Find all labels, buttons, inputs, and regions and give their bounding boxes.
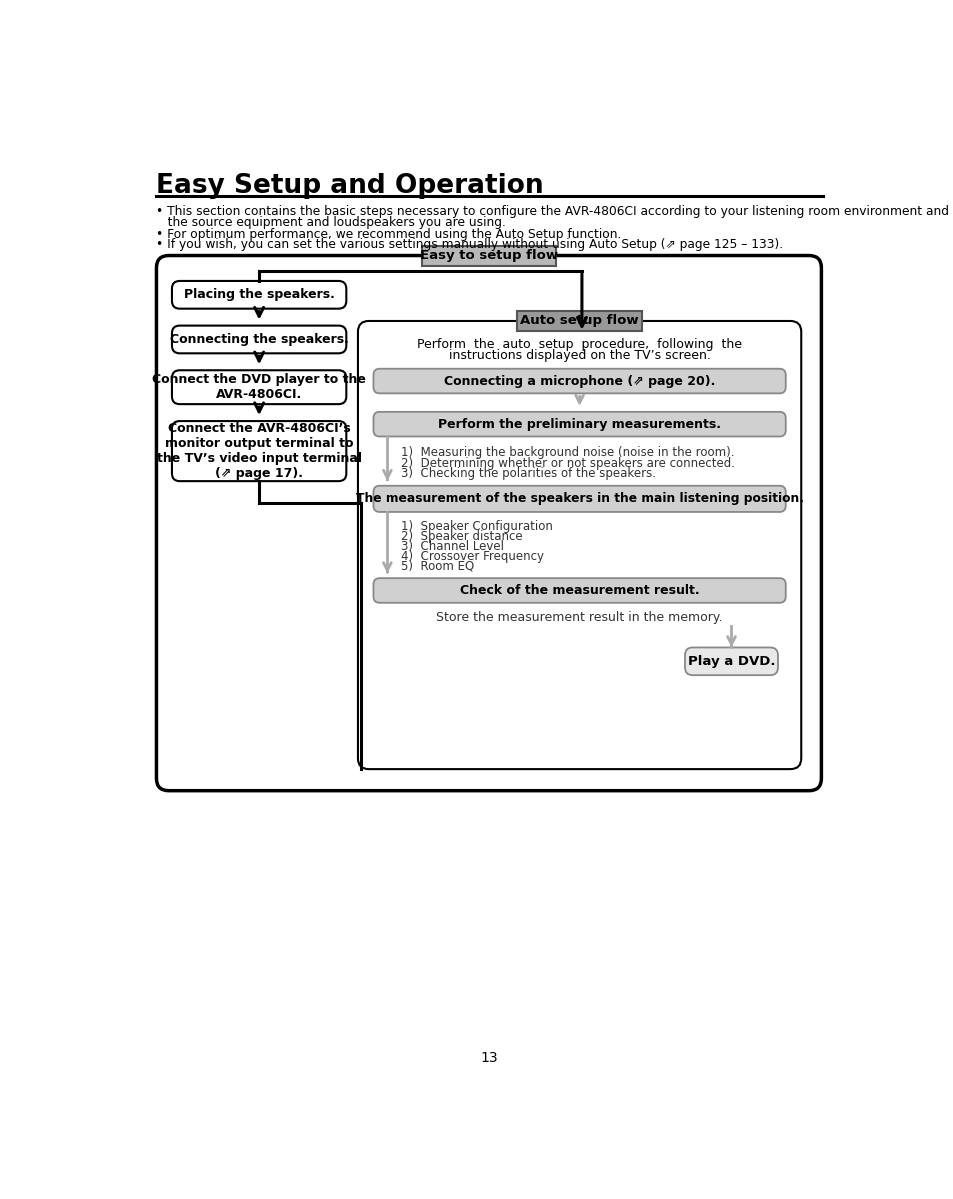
Text: Connecting the speakers.: Connecting the speakers. (170, 333, 348, 347)
Bar (422, 246, 555, 265)
Text: 13: 13 (479, 1052, 497, 1065)
FancyBboxPatch shape (373, 486, 785, 512)
Text: 3)  Channel Level: 3) Channel Level (401, 540, 504, 553)
FancyBboxPatch shape (684, 647, 778, 675)
FancyBboxPatch shape (357, 321, 801, 769)
Text: Easy Setup and Operation: Easy Setup and Operation (156, 173, 543, 199)
FancyBboxPatch shape (172, 281, 346, 308)
Text: 2)  Speaker distance: 2) Speaker distance (401, 530, 522, 543)
Text: instructions displayed on the TV’s screen.: instructions displayed on the TV’s scree… (448, 349, 710, 362)
FancyBboxPatch shape (172, 421, 346, 481)
Text: Connecting a microphone (⇗ page 20).: Connecting a microphone (⇗ page 20). (443, 374, 715, 387)
Text: • This section contains the basic steps necessary to configure the AVR-4806CI ac: • This section contains the basic steps … (156, 205, 948, 218)
Text: 1)  Speaker Configuration: 1) Speaker Configuration (401, 519, 553, 532)
Text: 2)  Determining whether or not speakers are connected.: 2) Determining whether or not speakers a… (401, 457, 735, 470)
FancyBboxPatch shape (172, 370, 346, 404)
Text: 5)  Room EQ: 5) Room EQ (401, 560, 474, 573)
FancyBboxPatch shape (373, 578, 785, 603)
Text: 1)  Measuring the background noise (noise in the room).: 1) Measuring the background noise (noise… (401, 446, 734, 459)
Text: 4)  Crossover Frequency: 4) Crossover Frequency (401, 549, 544, 562)
Text: Check of the measurement result.: Check of the measurement result. (459, 584, 699, 597)
Text: Placing the speakers.: Placing the speakers. (184, 288, 335, 301)
FancyBboxPatch shape (156, 255, 821, 790)
Text: Auto setup flow: Auto setup flow (519, 314, 639, 327)
Text: Play a DVD.: Play a DVD. (687, 655, 775, 668)
Text: Store the measurement result in the memory.: Store the measurement result in the memo… (436, 610, 722, 623)
Text: • For optimum performance, we recommend using the Auto Setup function.: • For optimum performance, we recommend … (156, 228, 621, 241)
Text: Perform  the  auto  setup  procedure,  following  the: Perform the auto setup procedure, follow… (416, 338, 741, 351)
Text: • If you wish, you can set the various settings manually without using Auto Setu: • If you wish, you can set the various s… (156, 237, 782, 251)
FancyBboxPatch shape (373, 411, 785, 436)
Text: 3)  Checking the polarities of the speakers.: 3) Checking the polarities of the speake… (401, 468, 656, 481)
Text: Connect the AVR-4806CI’s
monitor output terminal to
the TV’s video input termina: Connect the AVR-4806CI’s monitor output … (156, 422, 361, 480)
Text: The measurement of the speakers in the main listening position.: The measurement of the speakers in the m… (355, 493, 802, 505)
Text: Easy to setup flow: Easy to setup flow (419, 249, 558, 263)
Text: the source equipment and loudspeakers you are using.: the source equipment and loudspeakers yo… (156, 216, 506, 229)
Text: Perform the preliminary measurements.: Perform the preliminary measurements. (437, 417, 720, 430)
Text: Connect the DVD player to the
AVR-4806CI.: Connect the DVD player to the AVR-4806CI… (152, 373, 366, 402)
FancyBboxPatch shape (373, 369, 785, 393)
Bar (517, 311, 641, 331)
FancyBboxPatch shape (172, 326, 346, 354)
